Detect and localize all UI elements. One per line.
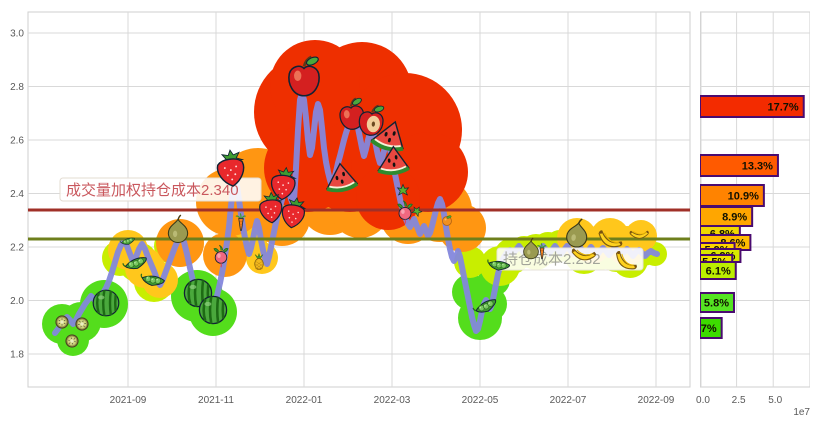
fruit-banana-icon [629, 230, 649, 239]
fruit-carrot-icon [235, 212, 247, 231]
volume-bar-label: 3.7% [692, 323, 717, 335]
volume-bar [700, 292, 735, 313]
fruit-radish-icon [397, 200, 413, 224]
fruit-leaf-icon [396, 183, 410, 196]
volume-bar [700, 261, 737, 280]
fruit-wslice-icon [370, 120, 404, 152]
volume-bar-label: 6.1% [706, 266, 731, 278]
volume-bar-label: 13.3% [742, 161, 773, 173]
fruit-strawberry-icon [270, 166, 297, 201]
volume-axis-tick-label: 5.0 [768, 395, 782, 406]
fruit-banana-icon [616, 250, 637, 270]
y-axis-tick-label: 2.0 [10, 296, 24, 307]
fruit-strawberry-icon [281, 197, 307, 229]
fruit-pear-icon [523, 237, 539, 260]
volume-axis-tick-label: 2.5 [732, 395, 746, 406]
fruit-watermelon-icon [198, 295, 228, 325]
x-axis-tick-label: 2021-09 [110, 395, 147, 406]
vwap-label-box [59, 177, 262, 202]
volume-bar-label: 17.7% [768, 102, 799, 114]
volume-axis-tick-label: 0.0 [696, 395, 710, 406]
volume-panel-border [700, 11, 810, 388]
x-axis-tick-label: 2022-05 [462, 395, 499, 406]
price-panel-border [27, 11, 691, 388]
fruit-peas-icon [122, 257, 147, 270]
fruit-kiwi-icon [65, 334, 79, 348]
fruit-peas-icon [119, 237, 135, 245]
volume-panel: 17.7%13.3%10.9%8.9%6.8%8.6%5.9%6.9%5.5%6… [692, 11, 810, 388]
fruit-kiwi-icon [75, 317, 89, 331]
volume-bar [700, 95, 805, 118]
fruit-banana-icon [598, 230, 623, 248]
fruit-peas-icon [472, 299, 497, 313]
y-axis-tick-label: 2.2 [10, 243, 24, 254]
fruit-tangerine-icon [442, 215, 452, 226]
fruit-apple-icon [288, 55, 320, 97]
x-axis-tick-label: 2021-11 [198, 395, 234, 406]
x-axis-tick-label: 2022-07 [550, 395, 587, 406]
fruit-wslice-icon [326, 162, 359, 193]
fruit-pineapple-icon [254, 252, 264, 271]
x-axis-tick-label: 2022-01 [286, 395, 323, 406]
density-blob-orange [156, 219, 204, 267]
y-axis-tick-label: 2.4 [10, 189, 24, 200]
volume-bar-label: 8.9% [722, 212, 747, 224]
fruit-strawberry-icon [259, 191, 283, 224]
x-axis-tick-label: 2022-03 [374, 395, 411, 406]
x-axis-tick-label: 2022-09 [638, 395, 675, 406]
volume-axis-unit-label: 1e7 [793, 407, 810, 418]
volume-bar-label: 10.9% [728, 191, 759, 203]
fruit-watermelon-icon [92, 289, 120, 317]
fruit-carrot-icon [537, 242, 547, 260]
vwap-label-text: 成交量加权持仓成本2.340 [66, 181, 239, 199]
volume-bar [700, 154, 779, 177]
fruit-kiwi-icon [55, 315, 69, 329]
fruit-leaf-icon [411, 206, 423, 218]
y-axis-tick-label: 1.8 [10, 350, 24, 361]
fruit-radish-icon [213, 244, 229, 268]
y-axis-tick-label: 2.6 [10, 136, 24, 147]
y-axis-tick-label: 2.8 [10, 82, 24, 93]
fruit-peas-icon [487, 259, 511, 271]
volume-bar [700, 317, 723, 339]
fruit-banana-icon [571, 248, 596, 261]
fruit-pear-icon [167, 214, 189, 244]
volume-bar-label: 5.8% [704, 298, 729, 310]
fruit-apple-icon [339, 97, 365, 130]
fruit-peas-icon [140, 273, 165, 286]
fruit-pear-icon [566, 218, 588, 248]
y-axis-tick-label: 3.0 [10, 29, 24, 40]
price-panel: 3.0 2.8 2.6 2.4 2.2 2.0 1.8 2021-09 2021-11 2022-… [10, 11, 691, 406]
fruit-wslice-icon [377, 145, 410, 175]
fruit-applecut-icon [358, 104, 385, 136]
fruit-strawberry-icon [216, 149, 245, 187]
